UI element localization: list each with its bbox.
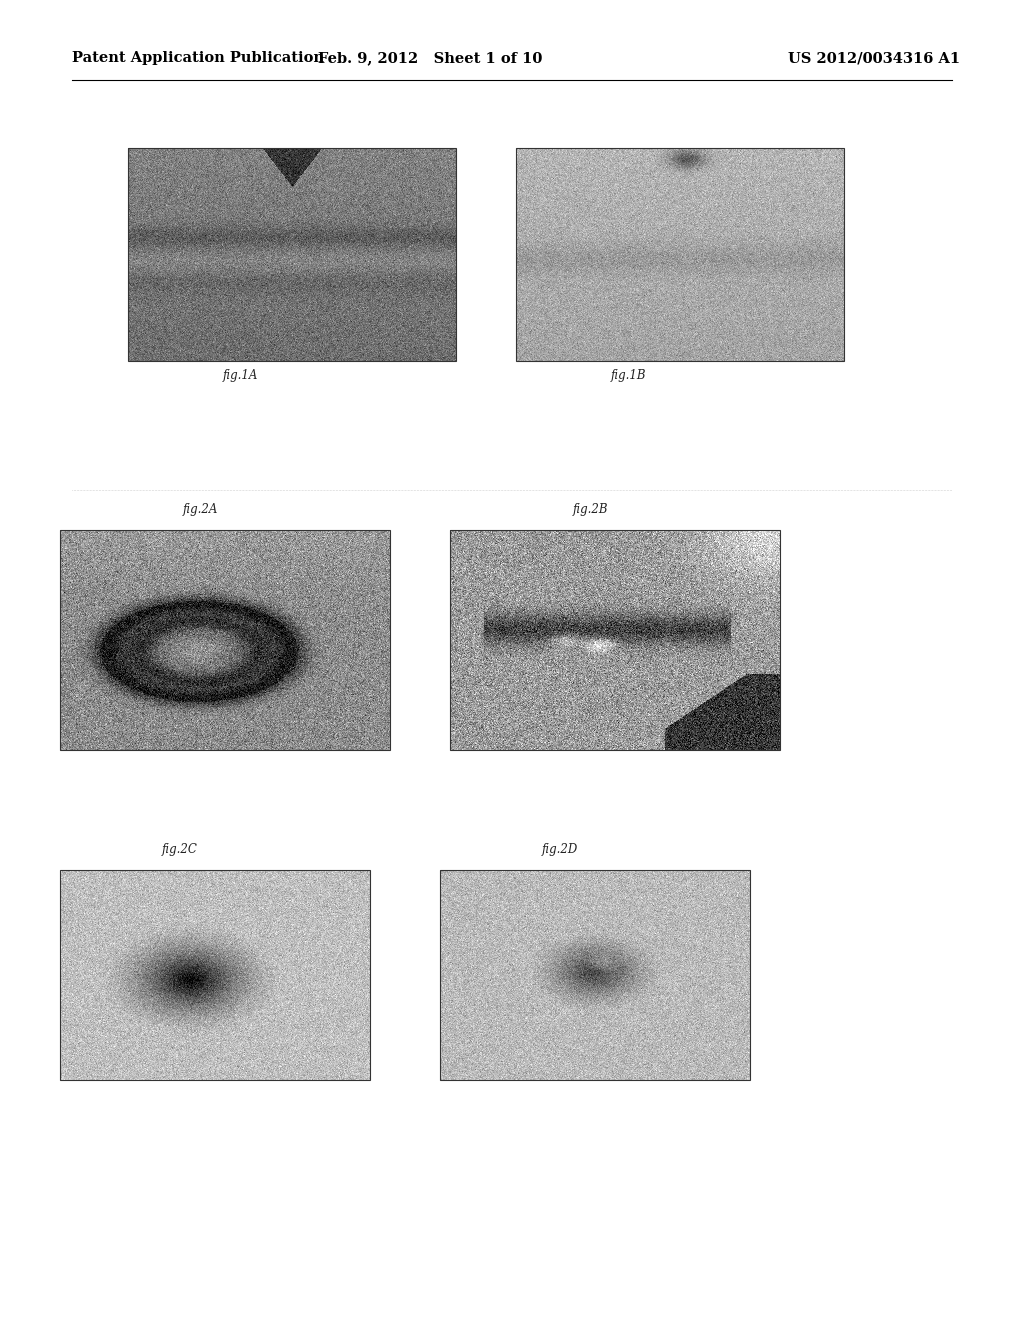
Text: fig.2D: fig.2D: [542, 843, 579, 857]
Bar: [60, 531, 390, 750]
Text: fig.2A: fig.2A: [182, 503, 218, 516]
Bar: [450, 531, 780, 750]
Text: US 2012/0034316 A1: US 2012/0034316 A1: [787, 51, 961, 65]
Text: Patent Application Publication: Patent Application Publication: [72, 51, 324, 65]
Text: Feb. 9, 2012   Sheet 1 of 10: Feb. 9, 2012 Sheet 1 of 10: [317, 51, 542, 65]
Bar: [440, 870, 750, 1080]
Bar: [60, 870, 370, 1080]
Bar: [128, 148, 456, 360]
Bar: [516, 148, 844, 360]
Text: fig.2C: fig.2C: [162, 843, 198, 857]
Text: fig.1A: fig.1A: [222, 368, 258, 381]
Text: fig.1B: fig.1B: [610, 368, 646, 381]
Text: fig.2B: fig.2B: [572, 503, 608, 516]
